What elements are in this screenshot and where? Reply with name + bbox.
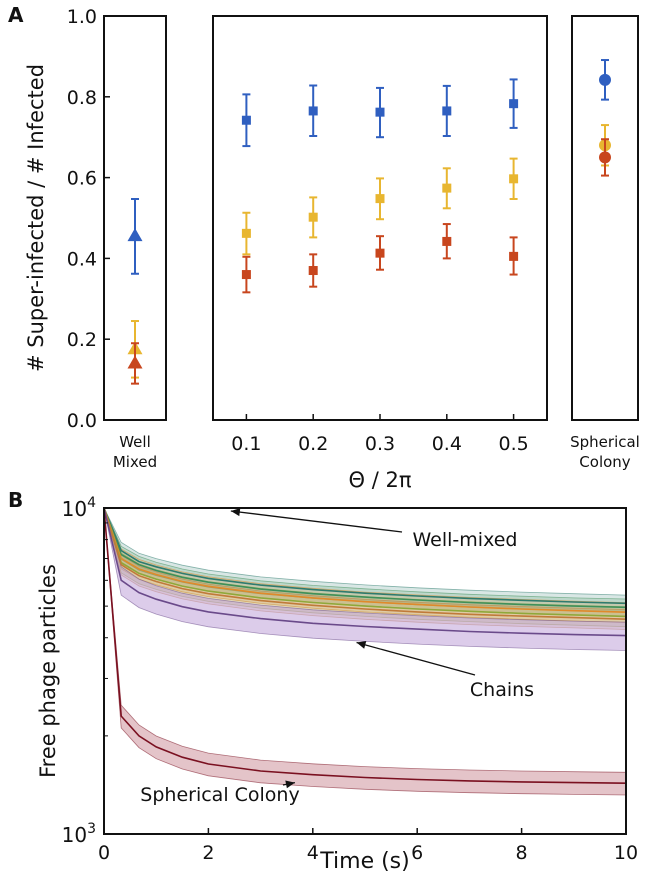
theta-point-blue-1	[308, 106, 318, 116]
x-tick-label-b-0: 0	[98, 842, 110, 864]
x-tick-label-a-1: 0.2	[298, 433, 328, 455]
theta-point-yellow-3	[442, 183, 452, 193]
annotation-well-mixed-label: Well-mixed	[413, 529, 518, 551]
annotation-chains-label: Chains	[470, 679, 534, 701]
panel-b-xlabel: Time (s)	[319, 849, 409, 874]
spherical-point-red	[599, 151, 611, 164]
theta-point-blue-4	[509, 99, 519, 109]
theta-point-yellow-0	[241, 228, 251, 238]
x-tick-label-a-0: 0.1	[231, 433, 261, 455]
x-tick-label-a-4: 0.5	[498, 433, 528, 455]
panel-a-right-xlabel-line1: Spherical	[570, 433, 640, 451]
panel-a-left-xlabel-line1: Well	[119, 433, 151, 451]
x-tick-label-b-3: 6	[411, 842, 423, 864]
y-tick-label-a-4: 0.8	[67, 87, 97, 109]
y-tick-label-a-1: 0.2	[67, 329, 97, 351]
line-chain-d	[103, 507, 627, 618]
panel-a-right-xlabel-line2: Colony	[579, 453, 631, 471]
theta-point-red-2	[375, 248, 385, 258]
annotation-well-mixed-arrow-head	[230, 508, 241, 517]
line-chain-b	[103, 507, 627, 609]
theta-point-blue-0	[241, 115, 251, 125]
theta-point-blue-2	[375, 107, 385, 117]
theta-point-red-4	[509, 251, 519, 261]
panel-a-right: Spherical Colony	[570, 15, 640, 471]
annotation-chains-arrow-head	[356, 641, 367, 649]
panel-label-b: B	[8, 488, 23, 512]
well-mixed-point-blue	[127, 228, 143, 242]
well-mixed-point-red	[127, 355, 143, 369]
panel-a-left: 0.0 0.2 0.4 0.6 0.8 1.0 Well Mixed # Super-in…	[24, 6, 167, 471]
line-chain-f	[103, 507, 627, 637]
x-tick-label-b-1: 2	[202, 842, 214, 864]
line-chain-a	[103, 507, 627, 605]
y-tick-label-b-1: 104	[62, 495, 96, 521]
theta-point-yellow-4	[509, 174, 519, 184]
panel-b-ylabel: Free phage particles	[36, 564, 60, 778]
theta-point-red-1	[308, 266, 318, 276]
panel-label-a: A	[8, 3, 24, 27]
x-tick-label-a-3: 0.4	[432, 433, 462, 455]
theta-point-yellow-1	[308, 212, 318, 222]
line-chain-e	[103, 507, 627, 620]
y-tick-label-b-0: 103	[62, 821, 96, 847]
y-tick-label-a-2: 0.4	[67, 248, 97, 270]
annotation-spherical-arrow-head	[285, 780, 295, 789]
y-tick-label-a-3: 0.6	[67, 168, 97, 190]
annotation-spherical-label: Spherical Colony	[140, 784, 299, 806]
spherical-point-blue	[599, 73, 611, 86]
line-spherical-colony	[103, 507, 627, 784]
x-tick-label-a-2: 0.3	[365, 433, 395, 455]
panel-b: Well-mixed Chains Spherical Colony 0 2 4 6 8 10…	[36, 495, 638, 874]
theta-point-red-3	[442, 236, 452, 246]
panel-a-left-xlabel-line2: Mixed	[113, 453, 157, 471]
theta-point-red-0	[241, 270, 251, 280]
x-tick-label-b-4: 8	[516, 842, 528, 864]
y-tick-label-a-5: 1.0	[67, 6, 97, 28]
theta-point-yellow-2	[375, 194, 385, 204]
annotation-chains-arrow-shaft	[356, 641, 476, 676]
band-spherical-colony	[103, 507, 627, 796]
panel-a-middle-xlabel: Θ / 2π	[349, 468, 412, 492]
line-chain-c	[103, 507, 627, 613]
panel-a-left-frame	[103, 15, 167, 421]
panel-a-right-frame	[571, 15, 639, 421]
theta-point-blue-3	[442, 106, 452, 116]
y-axis-label-a: # Super-infected / # Infected	[24, 64, 48, 372]
annotation-well-mixed-arrow-shaft	[230, 510, 403, 533]
panel-b-frame	[103, 507, 627, 835]
x-tick-label-b-2: 4	[307, 842, 319, 864]
x-tick-label-b-5: 10	[614, 842, 638, 864]
y-tick-label-a-0: 0.0	[67, 410, 97, 432]
panel-a-middle: 0.1 0.2 0.3 0.4 0.5 Θ / 2π	[212, 15, 548, 492]
